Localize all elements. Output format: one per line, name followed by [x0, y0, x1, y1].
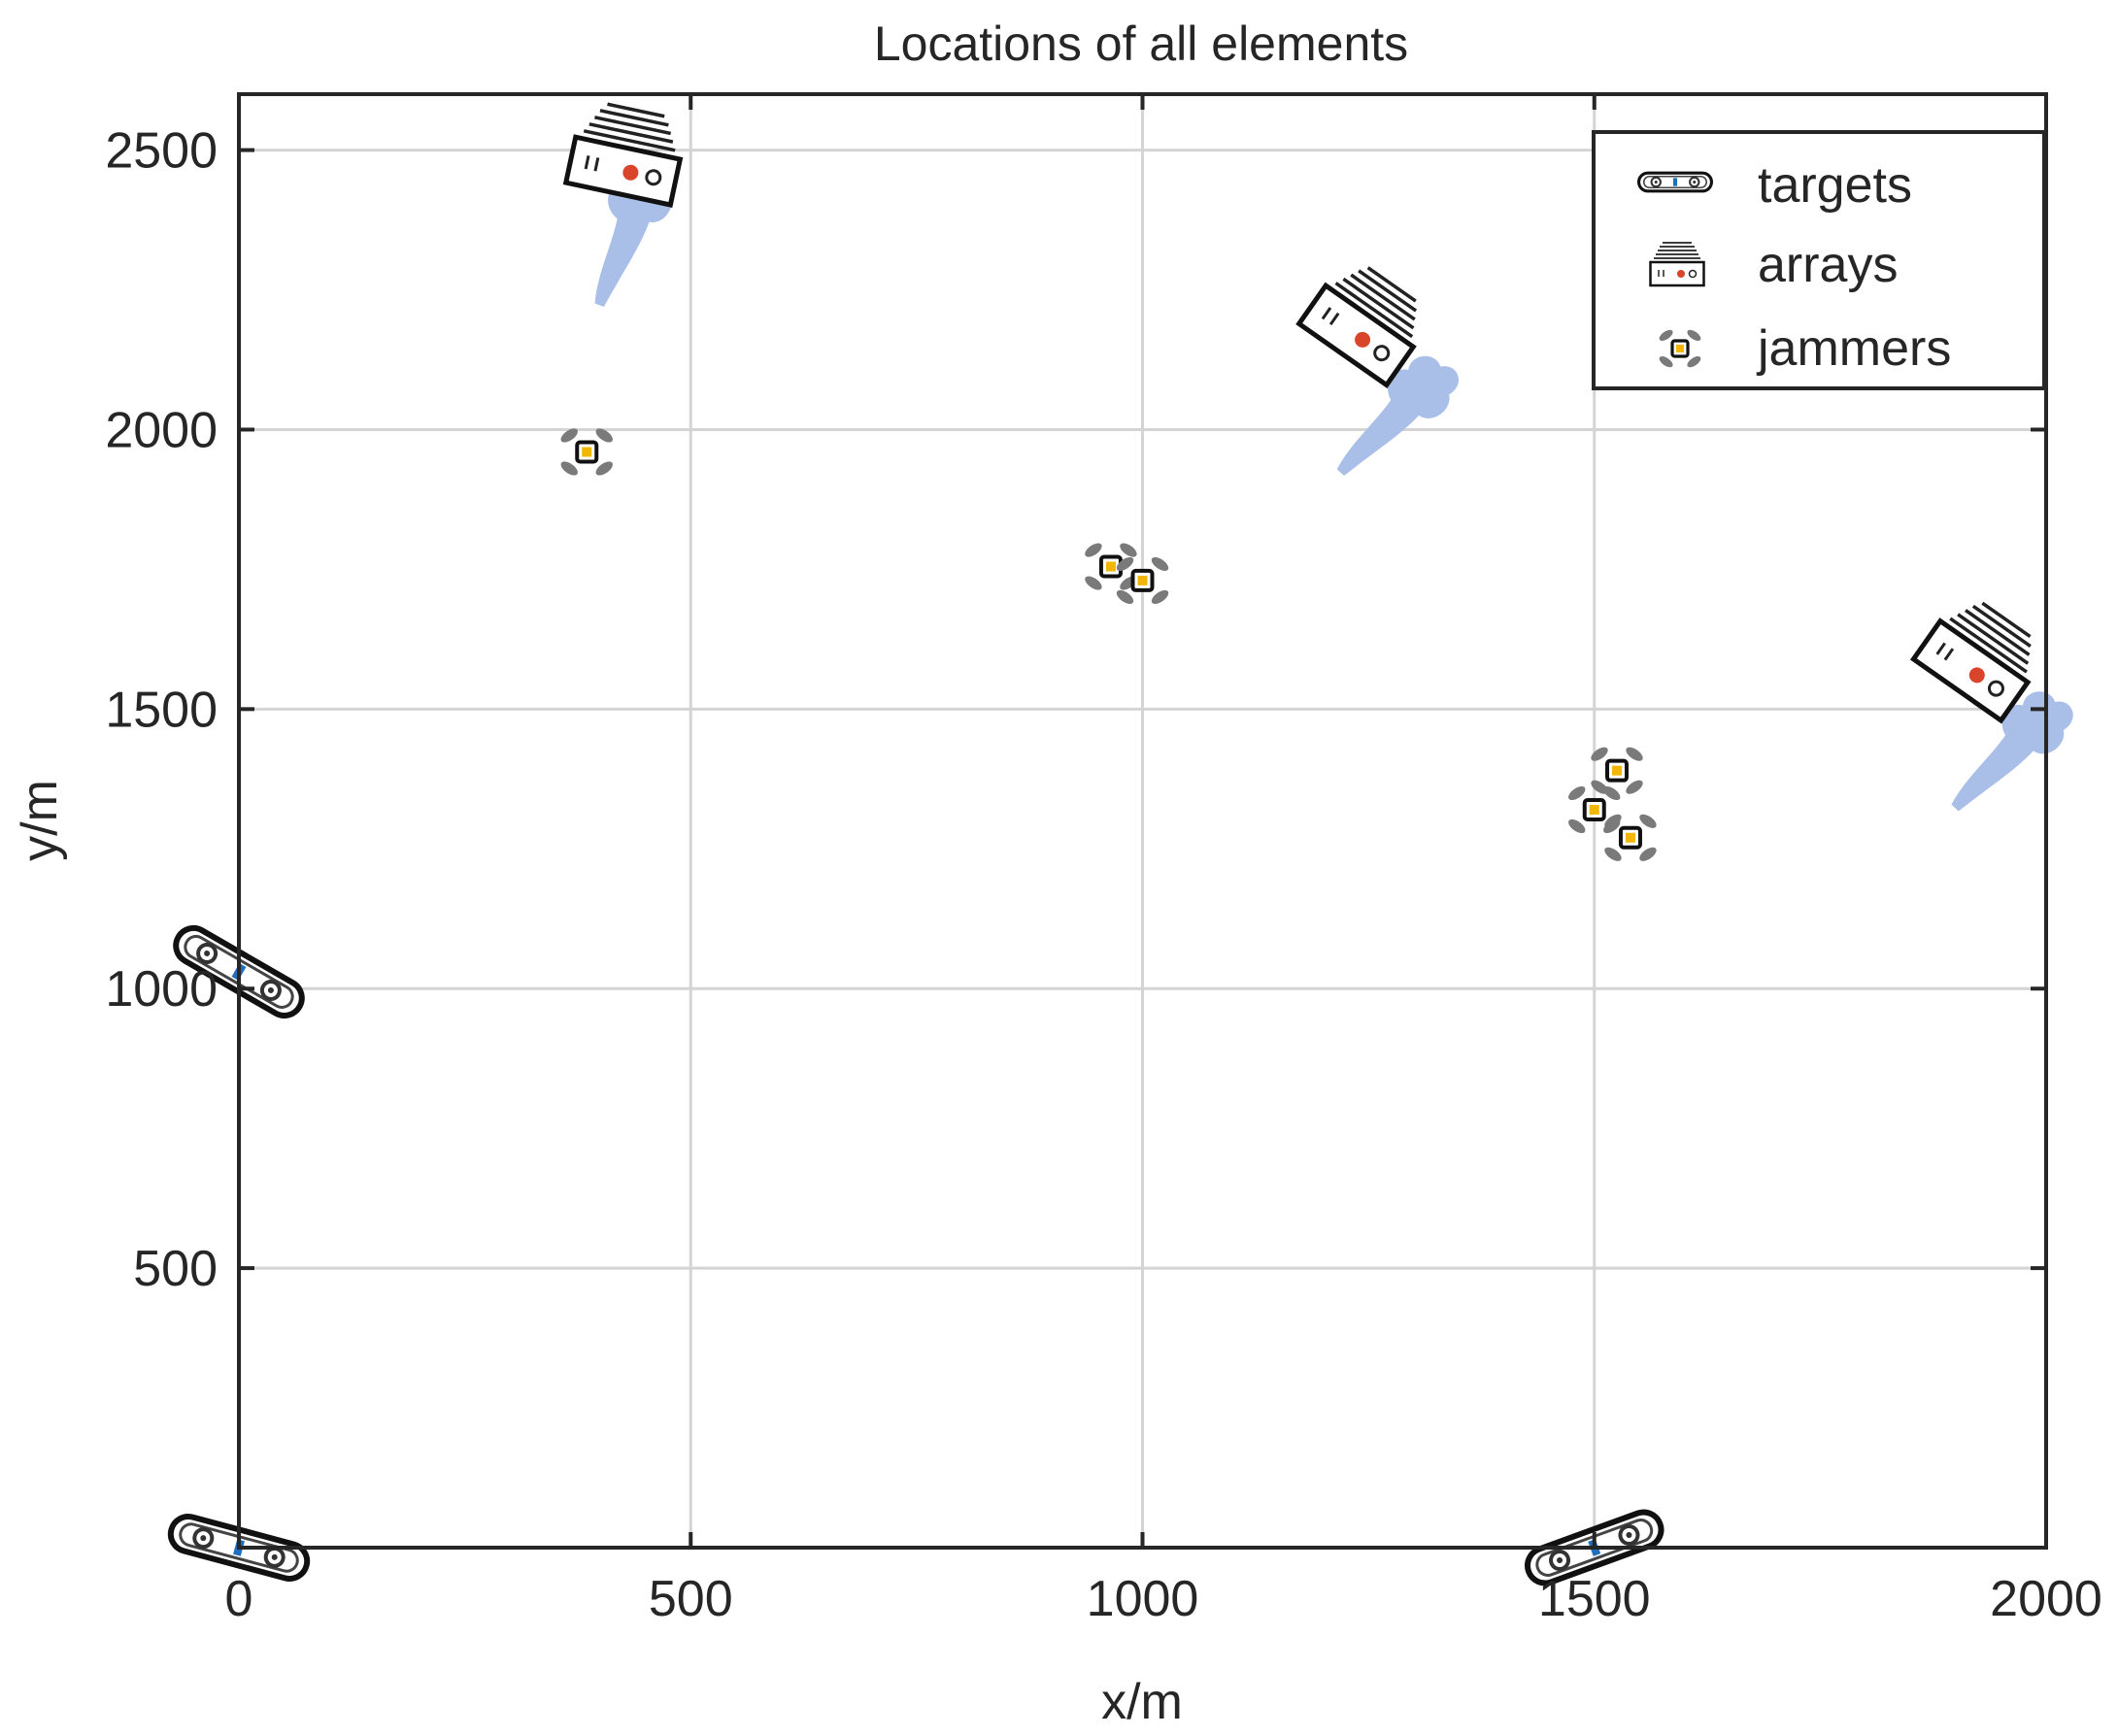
- axes-box: [237, 92, 2048, 1550]
- x-tick-label: 2000: [1990, 1571, 2102, 1627]
- y-tick-label: 2000: [105, 402, 218, 458]
- legend-label-arrays: arrays: [1758, 237, 1898, 293]
- y-tick-label: 1000: [105, 961, 218, 1018]
- x-tick-label: 0: [225, 1571, 253, 1627]
- x-tick-label: 1000: [1087, 1571, 1199, 1627]
- x-tick-label: 1500: [1538, 1571, 1651, 1627]
- legend: targets arrays jammers: [1592, 130, 2046, 390]
- chart-title: Locations of all elements: [874, 17, 1408, 71]
- legend-targets-icon: [1636, 171, 1714, 193]
- legend-label-jammers: jammers: [1756, 320, 1951, 377]
- y-tick-label: 1500: [105, 682, 218, 738]
- x-tick-label: 500: [649, 1571, 733, 1627]
- x-axis-label: x/m: [1101, 1674, 1183, 1730]
- legend-label-targets: targets: [1758, 157, 1912, 214]
- y-tick-label: 2500: [105, 123, 218, 180]
- legend-item-arrays: arrays: [1649, 237, 1898, 293]
- axis-ticks: 0 500 1000 1500 2000 500 1000 1500 2000 2500: [105, 94, 2102, 1627]
- y-tick-label: 500: [133, 1241, 218, 1297]
- legend-item-targets: targets: [1636, 157, 1912, 214]
- legend-item-jammers: jammers: [1656, 320, 1951, 377]
- y-axis-label: y/m: [12, 780, 68, 861]
